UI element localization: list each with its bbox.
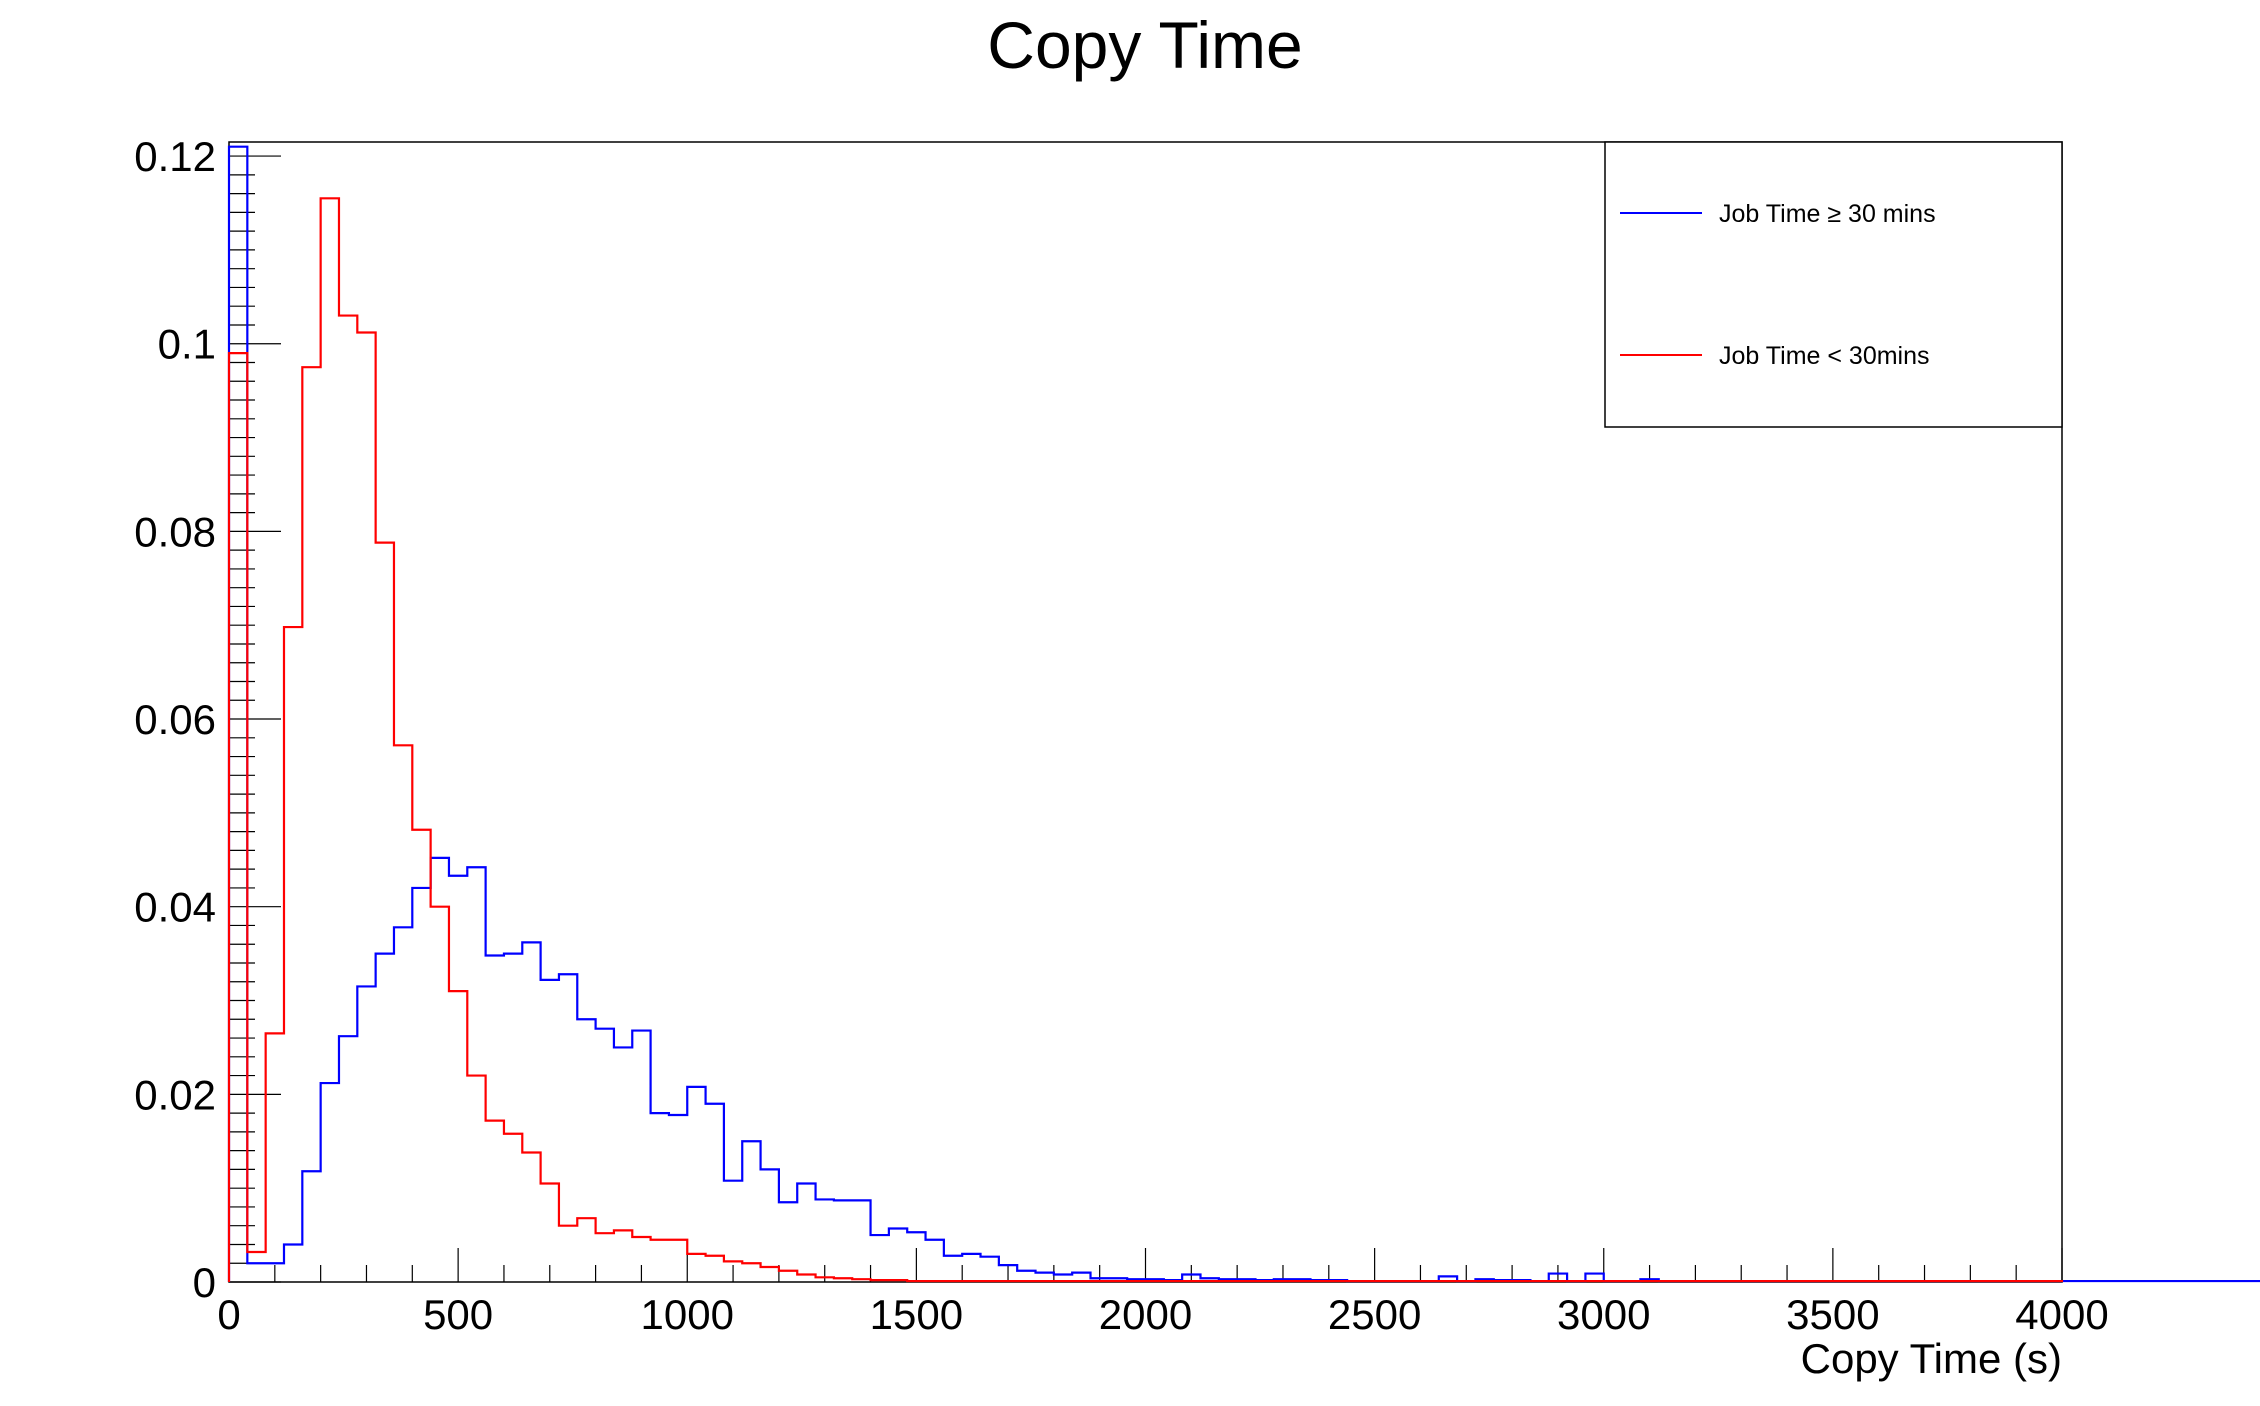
histogram-bin [559,1226,577,1282]
histogram-bin [541,1183,559,1282]
x-tick-label: 500 [423,1291,493,1338]
histogram-bin [779,1271,797,1282]
histogram-bin [321,198,339,1282]
histogram-bin [376,543,394,1282]
histogram-bin [632,1237,650,1282]
histogram-bin [614,1230,632,1282]
histogram-bin [669,1240,687,1282]
x-tick-label: 3000 [1557,1291,1650,1338]
histogram-bin [651,1240,669,1282]
x-tick-label: 0 [217,1291,240,1338]
histogram-bin [394,745,412,1282]
histogram-bin [467,1076,485,1282]
histogram-bin [339,316,357,1282]
histogram-bin [247,1252,265,1282]
x-tick-label: 2500 [1328,1291,1421,1338]
x-tick-label: 1500 [870,1291,963,1338]
histogram-bin [871,1235,889,1282]
histogram-bin [999,1265,1017,1282]
y-tick-label: 0.04 [134,884,216,931]
histogram-bin [412,830,430,1282]
y-tick-label: 0 [193,1259,216,1306]
histogram-bin [687,1087,705,1282]
x-axis-label: Copy Time (s) [1801,1335,2062,1382]
histogram-bin [596,1233,614,1282]
legend: Job Time ≥ 30 mins Job Time < 30mins [1604,141,2063,428]
series-0 [227,145,2260,1283]
series-layer [227,145,2260,1283]
y-tick-label: 0.02 [134,1071,216,1118]
histogram-bin [724,1261,742,1282]
legend-box [1604,141,2063,428]
histogram-bin [907,1232,925,1282]
legend-label-job-time-ge-30: Job Time ≥ 30 mins [1719,200,1936,228]
histogram-bin [889,1229,907,1282]
histogram-bin [742,1141,760,1282]
histogram-bin [944,1256,962,1282]
histogram-bin [962,1254,980,1282]
y-tick-label: 0.12 [134,133,216,180]
histogram-bin [816,1199,834,1282]
histogram-bin [229,353,247,1282]
series-1 [227,197,2064,1283]
legend-label-job-time-lt-30: Job Time < 30mins [1719,342,1930,370]
histogram-bin [577,1218,595,1282]
y-tick-label: 0.1 [158,321,216,368]
histogram-bin [706,1256,724,1282]
histogram-bin [797,1183,815,1282]
x-tick-label: 4000 [2015,1291,2108,1338]
histogram-bin [431,907,449,1282]
series-line-0 [227,145,2260,1283]
y-axis: 0 0.02 0.04 0.06 0.08 0.1 0.12 [134,133,281,1306]
y-tick-label: 0.08 [134,508,216,555]
histogram-bin [357,332,375,1282]
histogram-bin [926,1240,944,1282]
histogram-bin [981,1257,999,1282]
histogram-bin [449,991,467,1282]
histogram-bin [522,1153,540,1282]
histogram-bin [266,1033,284,1282]
histogram-bin [761,1267,779,1282]
histogram-bin [486,1121,504,1282]
histogram-bin [284,627,302,1282]
y-tick-label: 0.06 [134,696,216,743]
histogram-bin [504,1134,522,1282]
histogram-bin [834,1200,852,1282]
x-tick-label: 1000 [641,1291,734,1338]
series-line-1 [227,197,2064,1283]
histogram-bin [852,1200,870,1282]
histogram-bin [302,367,320,1282]
histogram-bin [797,1274,815,1282]
x-tick-label: 3500 [1786,1291,1879,1338]
histogram-bin [761,1169,779,1282]
x-tick-label: 2000 [1099,1291,1192,1338]
histogram-bin [687,1254,705,1282]
chart-title: Copy Time [987,8,1302,82]
histogram-bin [742,1263,760,1282]
